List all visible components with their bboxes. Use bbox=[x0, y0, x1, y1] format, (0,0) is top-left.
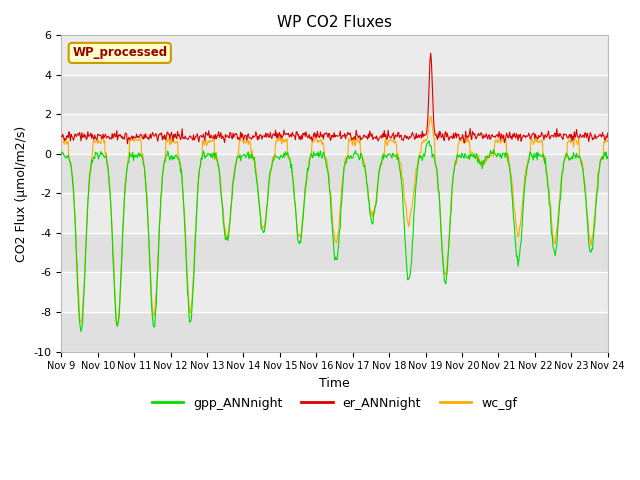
Bar bbox=[61, 114, 608, 154]
er_ANNnight bbox=[124, 141, 131, 147]
Y-axis label: CO2 Flux (μmol/m2/s): CO2 Flux (μmol/m2/s) bbox=[15, 125, 28, 262]
gpp_ANNnight bbox=[124, 159, 132, 165]
wc_gf bbox=[180, 202, 188, 208]
er_ANNnight bbox=[402, 133, 410, 139]
er_ANNnight bbox=[124, 136, 132, 142]
wc_gf bbox=[58, 137, 65, 143]
wc_gf bbox=[67, 163, 75, 168]
er_ANNnight bbox=[418, 135, 426, 141]
er_ANNnight bbox=[58, 133, 65, 139]
Bar bbox=[61, 193, 608, 233]
gpp_ANNnight bbox=[58, 152, 65, 157]
gpp_ANNnight bbox=[604, 154, 612, 159]
Line: gpp_ANNnight: gpp_ANNnight bbox=[61, 141, 608, 332]
Line: wc_gf: wc_gf bbox=[61, 116, 608, 324]
wc_gf bbox=[427, 113, 435, 119]
wc_gf bbox=[124, 155, 132, 160]
wc_gf bbox=[209, 137, 216, 143]
Bar bbox=[61, 36, 608, 75]
er_ANNnight bbox=[604, 130, 612, 136]
X-axis label: Time: Time bbox=[319, 377, 350, 390]
gpp_ANNnight bbox=[426, 138, 433, 144]
wc_gf bbox=[604, 137, 612, 143]
Bar bbox=[61, 154, 608, 193]
Bar bbox=[61, 75, 608, 114]
Bar bbox=[61, 312, 608, 351]
gpp_ANNnight bbox=[67, 163, 75, 169]
wc_gf bbox=[402, 201, 410, 207]
gpp_ANNnight bbox=[418, 154, 426, 160]
er_ANNnight bbox=[180, 135, 188, 141]
Text: WP_processed: WP_processed bbox=[72, 47, 167, 60]
Bar bbox=[61, 233, 608, 273]
wc_gf bbox=[113, 321, 120, 327]
Bar bbox=[61, 273, 608, 312]
gpp_ANNnight bbox=[77, 329, 85, 335]
Line: er_ANNnight: er_ANNnight bbox=[61, 53, 608, 144]
gpp_ANNnight bbox=[209, 156, 216, 161]
wc_gf bbox=[418, 140, 426, 146]
gpp_ANNnight bbox=[402, 246, 410, 252]
Title: WP CO2 Fluxes: WP CO2 Fluxes bbox=[277, 15, 392, 30]
gpp_ANNnight bbox=[180, 201, 188, 207]
Legend: gpp_ANNnight, er_ANNnight, wc_gf: gpp_ANNnight, er_ANNnight, wc_gf bbox=[147, 392, 522, 415]
er_ANNnight bbox=[67, 132, 75, 137]
er_ANNnight bbox=[209, 134, 216, 140]
er_ANNnight bbox=[427, 50, 435, 56]
